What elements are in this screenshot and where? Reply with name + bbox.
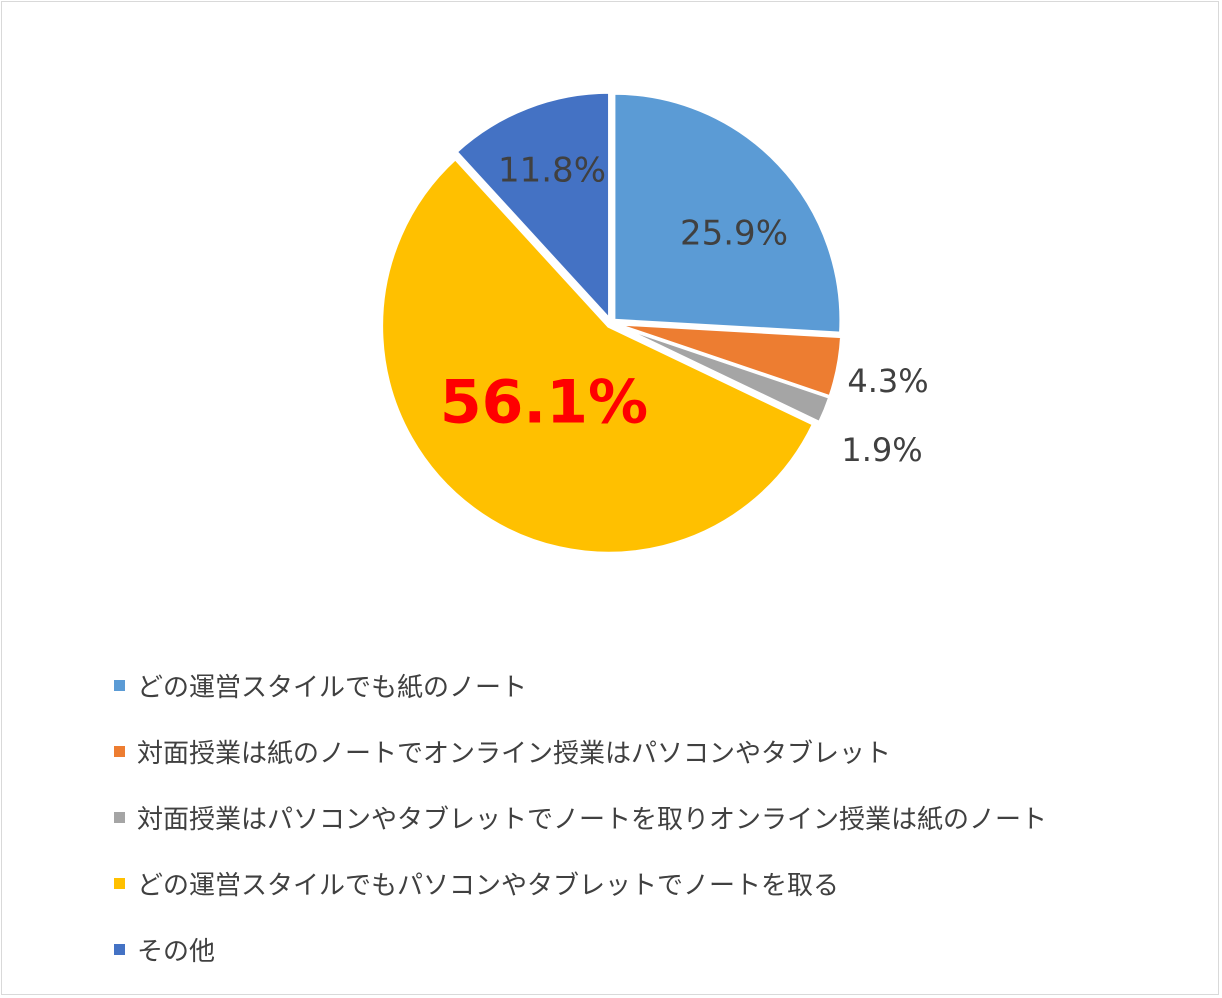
legend-item-1: どの運営スタイルでも紙のノート — [114, 652, 1047, 718]
legend-label-1: どの運営スタイルでも紙のノート — [137, 672, 528, 703]
pie-slice-5 — [454, 90, 612, 321]
legend-label-5: その他 — [137, 936, 216, 967]
legend-swatch-5 — [114, 943, 125, 955]
legend-item-5: その他 — [114, 916, 1047, 982]
legend-label-4: どの運営スタイルでもパソコンやタブレットでノートを取る — [137, 870, 840, 901]
legend-item-2: 対面授業は紙のノートでオンライン授業はパソコンやタブレット — [114, 718, 1047, 784]
legend-label-3: 対面授業はパソコンやタブレットでノートを取りオンライン授業は紙のノート — [137, 804, 1048, 835]
legend-label-2: 対面授業は紙のノートでオンライン授業はパソコンやタブレット — [137, 738, 892, 769]
legend-swatch-4 — [114, 877, 125, 889]
data-label-2: 4.3% — [847, 362, 928, 400]
legend-item-4: どの運営スタイルでもパソコンやタブレットでノートを取る — [114, 850, 1047, 916]
pie-slice-1 — [612, 91, 843, 335]
legend-swatch-1 — [114, 679, 125, 691]
legend-item-3: 対面授業はパソコンやタブレットでノートを取りオンライン授業は紙のノート — [114, 784, 1047, 850]
data-label-1: 25.9% — [680, 214, 788, 254]
legend-swatch-3 — [114, 811, 125, 823]
data-label-3: 1.9% — [841, 431, 922, 469]
data-label-4: 56.1% — [440, 368, 648, 438]
legend: どの運営スタイルでも紙のノート対面授業は紙のノートでオンライン授業はパソコンやタ… — [114, 652, 1047, 982]
legend-swatch-2 — [114, 745, 125, 757]
data-label-5: 11.8% — [498, 151, 606, 191]
pie-slice-3 — [613, 323, 832, 424]
pie-slice-4 — [380, 157, 815, 555]
